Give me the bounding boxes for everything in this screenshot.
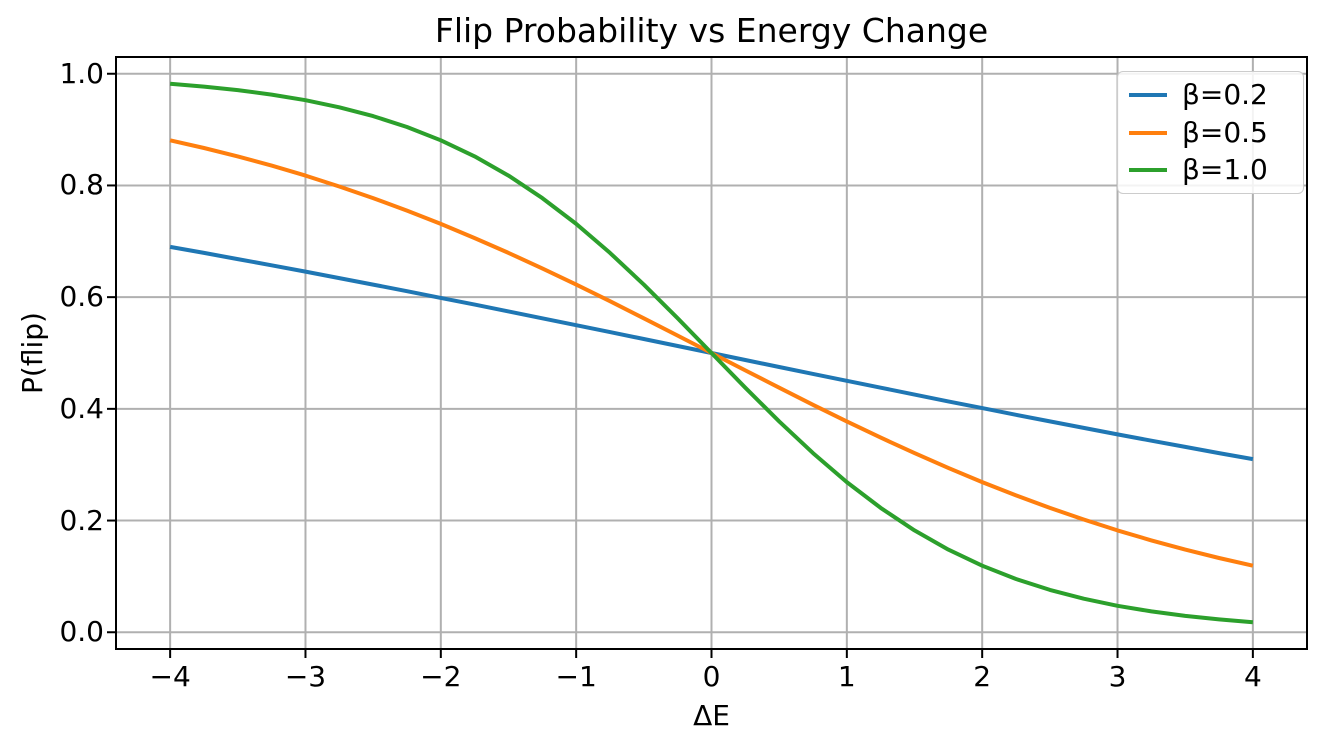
legend-entry: β=1.0 xyxy=(1129,153,1292,187)
y-tick-label: 0.6 xyxy=(59,280,104,314)
legend-line-swatch xyxy=(1129,93,1167,98)
x-tick-label: −2 xyxy=(420,660,462,693)
x-tick-label: −4 xyxy=(149,660,191,693)
legend: β=0.2 β=0.5 β=1.0 xyxy=(1117,71,1304,194)
legend-label: β=1.0 xyxy=(1182,152,1268,186)
y-tick-label: 0.2 xyxy=(59,503,104,537)
x-tick-label: −3 xyxy=(284,660,327,693)
x-tick-label: 2 xyxy=(973,660,992,693)
x-tick-label: 3 xyxy=(1108,660,1127,693)
y-tick-label: 1.0 xyxy=(59,56,104,90)
legend-label: β=0.5 xyxy=(1182,115,1268,149)
y-tick-label: 0.8 xyxy=(59,168,104,202)
x-axis-label: ΔE xyxy=(693,699,730,732)
y-tick-label: 0.0 xyxy=(59,615,104,649)
x-tick-label: −1 xyxy=(555,660,597,693)
x-tick-label: 1 xyxy=(837,660,856,693)
legend-line-swatch xyxy=(1129,167,1167,172)
x-tick-label: 4 xyxy=(1243,660,1262,693)
legend-entry: β=0.2 xyxy=(1129,78,1292,112)
y-tick-label: 0.4 xyxy=(59,391,104,425)
legend-line-swatch xyxy=(1129,130,1167,135)
y-axis-label: P(flip) xyxy=(16,312,49,394)
legend-entry: β=0.5 xyxy=(1129,116,1292,150)
series-line xyxy=(169,81,1254,625)
legend-label: β=0.2 xyxy=(1182,78,1268,112)
x-tick-label: 0 xyxy=(702,660,721,693)
chart-title: Flip Probability vs Energy Change xyxy=(434,11,989,50)
